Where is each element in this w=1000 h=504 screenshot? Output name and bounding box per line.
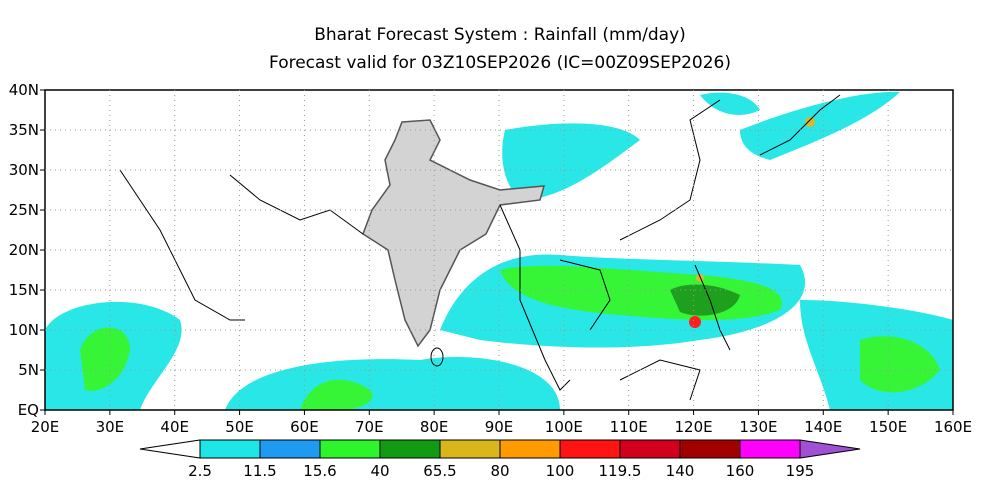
lat-label: 5N — [18, 361, 39, 379]
coastline — [119, 94, 841, 401]
colorbar-label: 80 — [490, 462, 509, 480]
colorbar-label: 11.5 — [243, 462, 276, 480]
colorbar-swatch — [319, 439, 381, 459]
title-line: Forecast valid for 03Z10SEP2026 (IC=00Z0… — [269, 53, 731, 73]
colorbar-label: 140 — [666, 462, 695, 480]
lon-label: 120E — [675, 418, 713, 436]
colorbar-swatch — [139, 439, 201, 459]
colorbar-swatch — [199, 439, 261, 459]
lon-label: 70E — [355, 418, 384, 436]
lon-label: 30E — [96, 418, 125, 436]
colorbar-label: 119.5 — [599, 462, 642, 480]
lat-label: 25N — [9, 201, 39, 219]
colorbar-label: 100 — [546, 462, 575, 480]
colorbar-label: 40 — [370, 462, 389, 480]
title-line: Bharat Forecast System : Rainfall (mm/da… — [314, 25, 686, 45]
colorbar-label: 15.6 — [303, 462, 336, 480]
lon-label: 130E — [739, 418, 777, 436]
lat-label: EQ — [18, 401, 39, 419]
lon-label: 20E — [31, 418, 60, 436]
lat-label: 20N — [9, 241, 39, 259]
lat-label: 30N — [9, 161, 39, 179]
lon-label: 160E — [934, 418, 972, 436]
colorbar-label: 195 — [786, 462, 815, 480]
colorbar-swatch — [559, 439, 621, 459]
lon-label: 50E — [225, 418, 254, 436]
lon-label: 90E — [485, 418, 514, 436]
lon-label: 140E — [804, 418, 842, 436]
lat-label: 35N — [9, 121, 39, 139]
colorbar-swatch — [499, 439, 561, 459]
rain-field — [45, 91, 953, 410]
colorbar-swatch — [439, 439, 501, 459]
colorbar-swatch — [739, 439, 801, 459]
lon-label: 80E — [420, 418, 449, 436]
colorbar-swatch — [619, 439, 681, 459]
lat-label: 10N — [9, 321, 39, 339]
colorbar-label: 65.5 — [423, 462, 456, 480]
lon-label: 60E — [290, 418, 319, 436]
lat-label: 40N — [9, 81, 39, 99]
colorbar-swatch — [679, 439, 741, 459]
colorbar-label: 2.5 — [188, 462, 212, 480]
map — [44, 89, 954, 411]
lon-label: 100E — [545, 418, 583, 436]
colorbar: 2.5 11.5 15.6 40 65.5 80 100 119.5 140 160 195 — [139, 439, 861, 480]
colorbar-swatch — [379, 439, 441, 459]
lon-label: 40E — [160, 418, 189, 436]
colorbar-swatch — [259, 439, 321, 459]
colorbar-swatch — [799, 439, 861, 459]
lon-label: 150E — [869, 418, 907, 436]
colorbar-label: 160 — [726, 462, 755, 480]
lon-label: 110E — [610, 418, 648, 436]
lat-label: 15N — [9, 281, 39, 299]
